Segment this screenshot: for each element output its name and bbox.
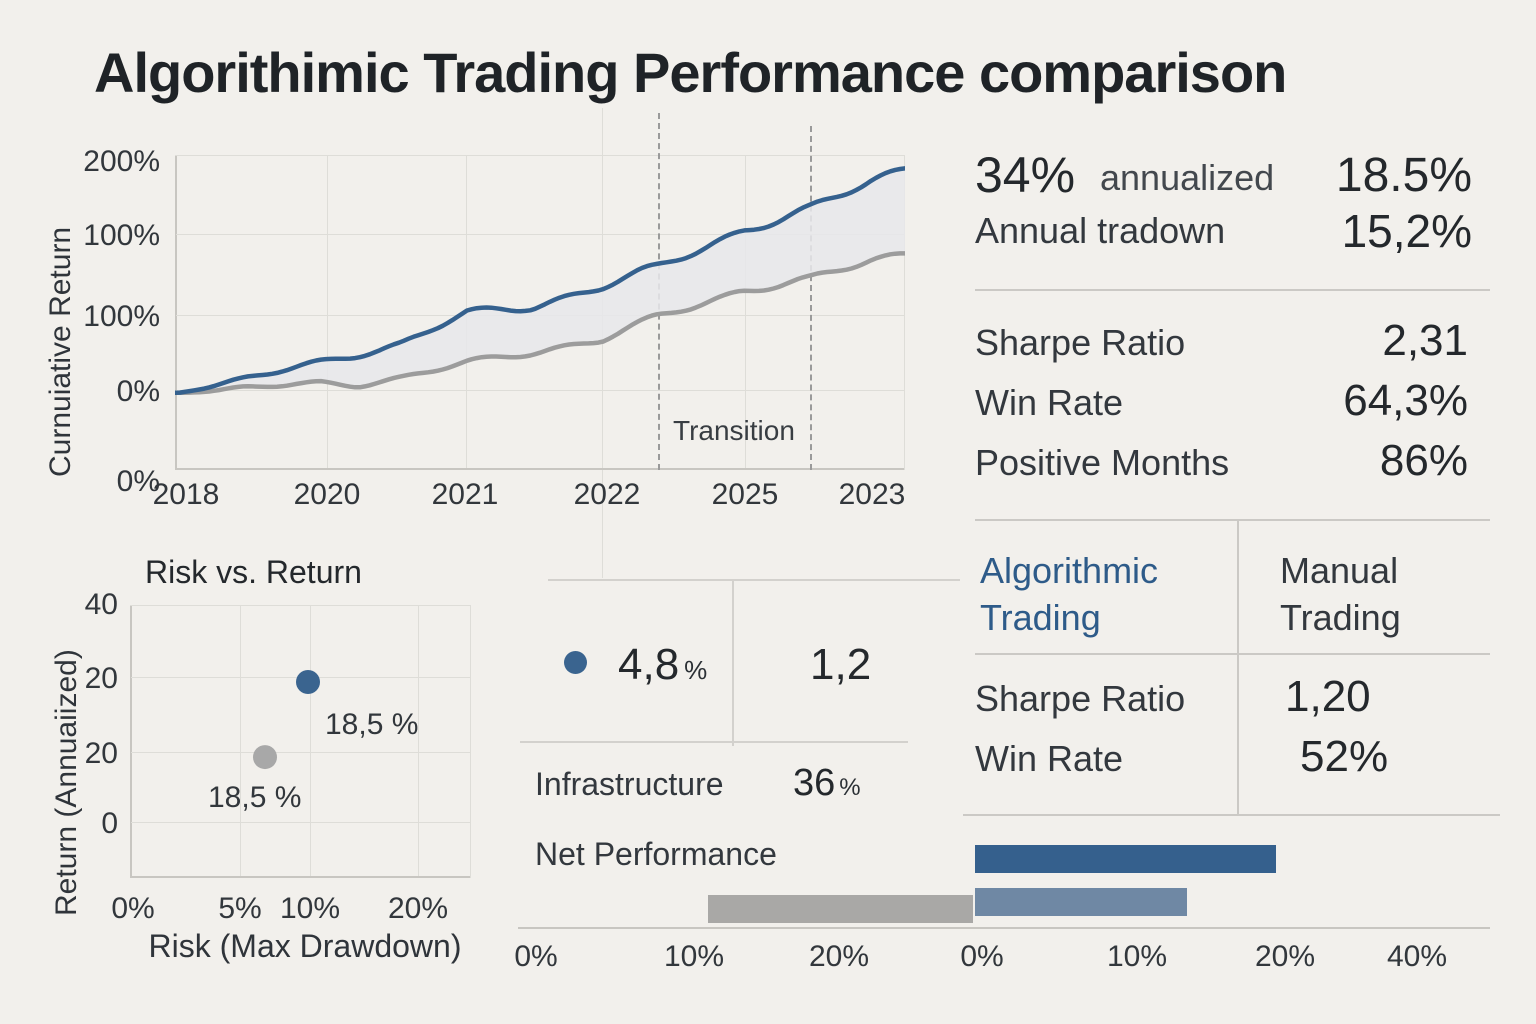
- plot-top-border: [175, 155, 905, 156]
- infrastructure-unit: %: [839, 774, 861, 801]
- divider: [975, 519, 1490, 521]
- secondary-stat-value: 1,2: [810, 640, 872, 689]
- stat-value: 15,2%: [1341, 205, 1472, 257]
- x-axis-line: [175, 468, 905, 470]
- table-row-label: Sharpe Ratio: [975, 678, 1186, 719]
- transition-annotation: Transition: [673, 415, 795, 446]
- y-tick: 0%: [116, 375, 160, 408]
- headline-value: 34%: [975, 147, 1076, 203]
- page-title: Algorithimic Trading Performance compari…: [94, 41, 1287, 104]
- gridline: [131, 822, 470, 823]
- column-divider: [1237, 519, 1239, 815]
- column-header-algorithmic: Algorithmic Trading: [980, 550, 1159, 638]
- point-label: 18,5 %: [208, 781, 302, 814]
- divider: [963, 814, 1500, 816]
- baseline: [518, 927, 1490, 929]
- stat-label: Win Rate: [975, 382, 1124, 423]
- x-tick: 2018: [152, 478, 220, 511]
- x-tick: 2021: [431, 478, 499, 511]
- gridline: [131, 752, 470, 753]
- divider: [975, 653, 1490, 655]
- x-tick: 20%: [808, 940, 870, 973]
- gridline: [176, 234, 904, 235]
- x-tick: 2020: [293, 478, 361, 511]
- dot-stat-value: 4,8: [618, 640, 680, 689]
- divider: [520, 741, 908, 743]
- x-tick: 5%: [218, 892, 262, 925]
- dot-stat: 4,8%: [618, 640, 707, 690]
- x-axis-label: Risk (Max Drawdown): [148, 928, 462, 964]
- divider: [975, 289, 1490, 291]
- plot-top-border: [130, 605, 471, 606]
- stat-label: Positive Months: [975, 442, 1230, 483]
- x-tick: 0%: [111, 892, 155, 925]
- gridline: [310, 605, 311, 876]
- infrastructure-value: 36: [793, 762, 836, 804]
- x-tick: 0%: [960, 940, 1004, 973]
- stat-label: Annual tradown: [975, 210, 1226, 251]
- y-tick: 20: [84, 737, 118, 770]
- x-tick: 20%: [387, 892, 449, 925]
- x-tick: 2022: [573, 478, 641, 511]
- y-axis-label: Curnuiative Return: [44, 226, 77, 477]
- x-axis-line: [130, 876, 471, 878]
- y-axis-line: [175, 155, 177, 470]
- net-performance-label: Net Performance: [535, 836, 777, 872]
- x-tick: 10%: [1106, 940, 1168, 973]
- table-row-label: Win Rate: [975, 738, 1124, 779]
- y-axis-label: Return (Annuaiized): [50, 649, 83, 916]
- gridline: [176, 390, 904, 391]
- gridline: [327, 155, 328, 468]
- x-tick: 10%: [279, 892, 341, 925]
- gridline: [418, 605, 419, 876]
- bar-algorithmic-light: [975, 888, 1188, 916]
- infrastructure-label: Infrastructure: [535, 766, 724, 802]
- y-tick: 100%: [83, 300, 160, 333]
- stat-label: Sharpe Ratio: [975, 322, 1186, 363]
- chart-title: Risk vs. Return: [145, 554, 362, 590]
- headline-label: annualized: [1100, 157, 1275, 198]
- divider: [548, 579, 960, 581]
- y-tick: 100%: [83, 219, 160, 252]
- table-row-value: 52%: [1300, 732, 1389, 781]
- x-tick: 20%: [1254, 940, 1316, 973]
- point-label: 18,5 %: [325, 708, 419, 741]
- legend-dot-icon: [564, 651, 587, 674]
- cell-divider: [732, 579, 734, 746]
- gridline: [745, 155, 746, 468]
- gridline: [240, 605, 241, 876]
- plot-right-border: [904, 155, 905, 470]
- y-tick: 40: [84, 588, 118, 621]
- x-tick: 40%: [1386, 940, 1448, 973]
- stat-value: 86%: [1379, 436, 1468, 485]
- column-header-manual: Manual Trading: [1280, 550, 1401, 638]
- line-chart-svg: [175, 166, 905, 396]
- x-tick: 0%: [514, 940, 558, 973]
- y-tick: 0%: [116, 465, 160, 498]
- infrastructure-stat: 36%: [793, 762, 861, 805]
- y-axis-line: [130, 605, 132, 878]
- x-tick: 10%: [663, 940, 725, 973]
- y-tick: 20: [84, 662, 118, 695]
- dot-stat-unit: %: [684, 655, 708, 685]
- x-tick: 2023: [838, 478, 906, 511]
- transition-end-line: [810, 126, 812, 470]
- headline-value-2: 18.5%: [1335, 149, 1472, 202]
- bar-algorithmic-dark: [975, 845, 1276, 873]
- table-row-value: 1,20: [1285, 672, 1371, 721]
- stat-value: 64,3%: [1343, 376, 1468, 425]
- y-tick: 0: [101, 807, 118, 840]
- scatter-svg: [253, 670, 320, 770]
- bar-manual-gray: [707, 895, 973, 923]
- stat-value: 2,31: [1382, 316, 1468, 365]
- y-tick: 200%: [83, 145, 160, 178]
- plot-right-border: [470, 605, 471, 878]
- x-tick: 2025: [711, 478, 779, 511]
